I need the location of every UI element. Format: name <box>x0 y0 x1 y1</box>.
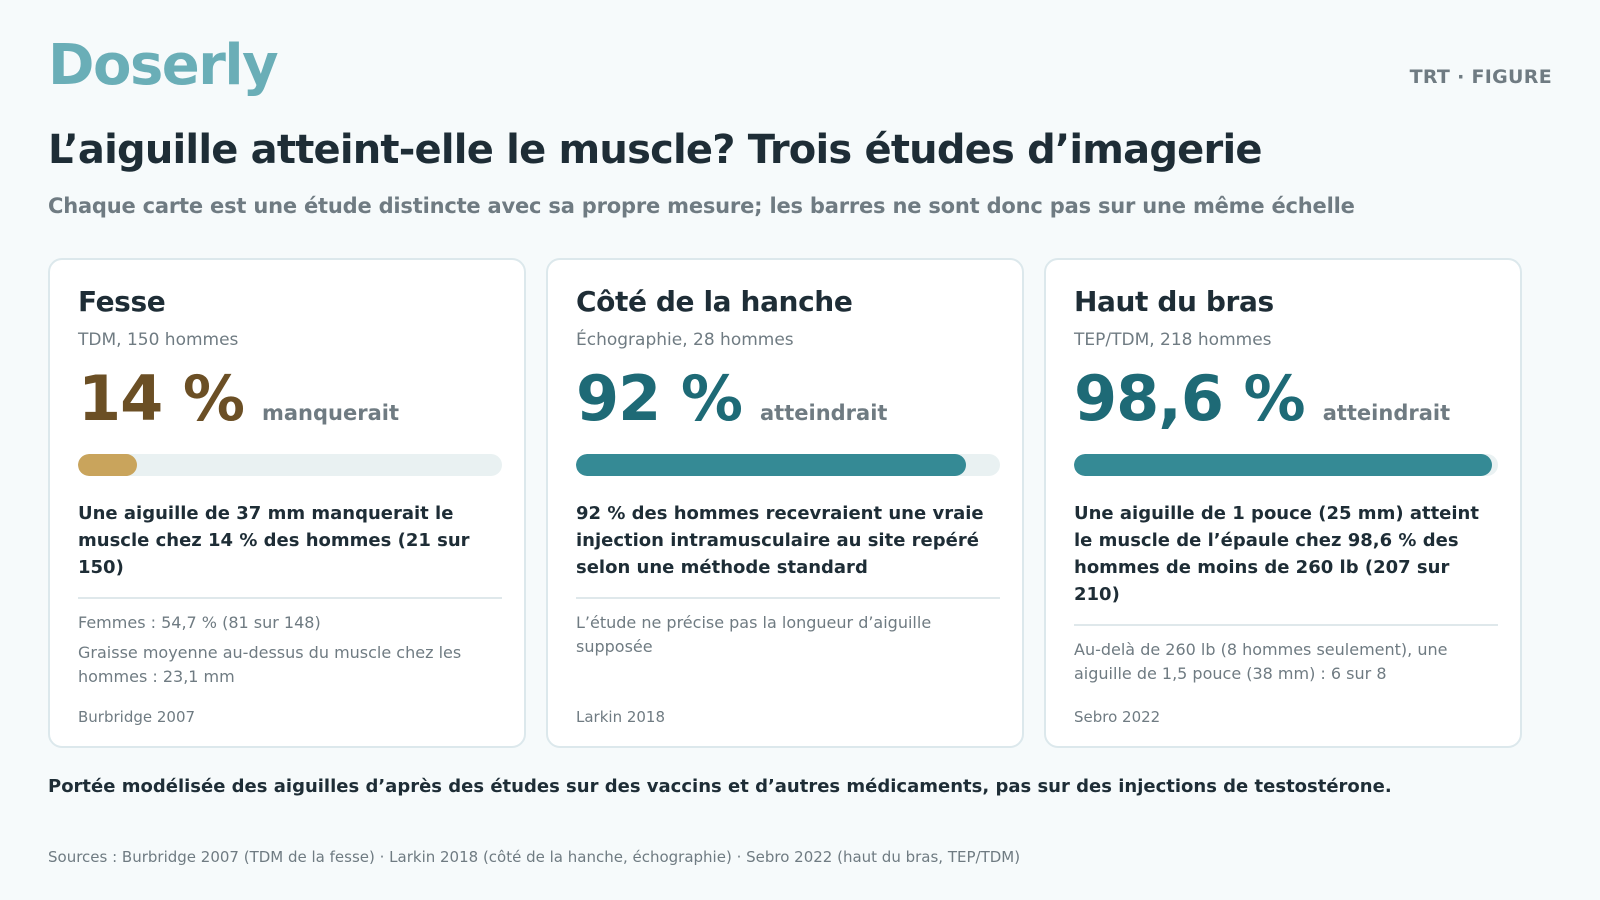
stat-label: atteindrait <box>760 401 888 426</box>
study-card-fesse: Fesse TDM, 150 hommes 14 % manquerait Un… <box>48 258 526 748</box>
card-notes: Au-delà de 260 lb (8 hommes seulement), … <box>1074 638 1498 686</box>
stat-row: 98,6 % atteindrait <box>1074 368 1492 442</box>
stat-row: 14 % manquerait <box>78 368 496 442</box>
divider <box>78 597 502 600</box>
brand-logo: Doserly <box>48 33 279 98</box>
card-title: Côté de la hanche <box>576 285 853 318</box>
study-card-hanche: Côté de la hanche Échographie, 28 hommes… <box>546 258 1024 748</box>
progress-track <box>1074 454 1498 477</box>
progress-track <box>576 454 1000 477</box>
disclaimer: Portée modélisée des aiguilles d’après d… <box>48 776 1392 797</box>
card-notes: Femmes : 54,7 % (81 sur 148) Graisse moy… <box>78 611 502 689</box>
note: Femmes : 54,7 % (81 sur 148) <box>78 613 321 633</box>
card-source: Sebro 2022 <box>1074 708 1161 726</box>
divider <box>1074 624 1498 627</box>
stat-value: 98,6 % <box>1074 362 1306 436</box>
progress-fill <box>78 454 138 477</box>
card-method: Échographie, 28 hommes <box>576 330 794 351</box>
stat-value: 92 % <box>576 362 743 436</box>
card-source: Larkin 2018 <box>576 708 666 726</box>
stat-label: atteindrait <box>1322 401 1451 426</box>
page-title: L’aiguille atteint-elle le muscle? Trois… <box>48 127 1262 173</box>
stat-label: manquerait <box>262 401 399 426</box>
card-method: TDM, 150 hommes <box>78 330 239 351</box>
card-source: Burbridge 2007 <box>78 708 196 726</box>
figure-tag: TRT · FIGURE <box>1409 66 1552 88</box>
progress-fill <box>1074 454 1493 477</box>
progress-fill <box>576 454 967 477</box>
note: Au-delà de 260 lb (8 hommes seulement), … <box>1074 640 1448 684</box>
card-method: TEP/TDM, 218 hommes <box>1074 330 1272 351</box>
card-notes: L’étude ne précise pas la longueur d’aig… <box>576 611 1000 659</box>
progress-track <box>78 454 502 477</box>
card-title: Haut du bras <box>1074 285 1274 318</box>
study-cards: Fesse TDM, 150 hommes 14 % manquerait Un… <box>48 258 1522 748</box>
divider <box>576 597 1000 600</box>
card-description: Une aiguille de 37 mm manquerait le musc… <box>78 503 470 579</box>
stat-value: 14 % <box>78 362 245 436</box>
study-card-bras: Haut du bras TEP/TDM, 218 hommes 98,6 % … <box>1044 258 1522 748</box>
stat-row: 92 % atteindrait <box>576 368 994 442</box>
card-description: Une aiguille de 1 pouce (25 mm) atteint … <box>1074 503 1479 606</box>
card-description: 92 % des hommes recevraient une vraie in… <box>576 503 984 579</box>
card-title: Fesse <box>78 285 166 318</box>
sources-line: Sources : Burbridge 2007 (TDM de la fess… <box>48 848 1021 866</box>
page-subtitle: Chaque carte est une étude distincte ave… <box>48 194 1355 218</box>
note: L’étude ne précise pas la longueur d’aig… <box>576 613 932 657</box>
note: Graisse moyenne au-dessus du muscle chez… <box>78 643 462 687</box>
